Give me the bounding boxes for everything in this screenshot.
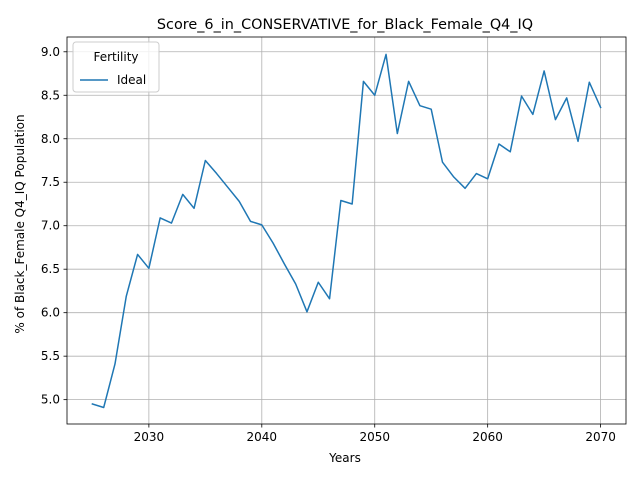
- legend-label-ideal: Ideal: [117, 73, 146, 87]
- y-tick-label: 5.0: [41, 393, 60, 407]
- x-tick-label: 2050: [359, 430, 390, 444]
- x-tick-label: 2070: [585, 430, 616, 444]
- y-tick-label: 9.0: [41, 45, 60, 59]
- y-tick-label: 7.0: [41, 219, 60, 233]
- plot-series: [91, 53, 602, 409]
- y-tick-label: 7.5: [41, 175, 60, 189]
- y-tick-label: 8.5: [41, 88, 60, 102]
- x-tick-label: 2040: [247, 430, 278, 444]
- y-tick-label: 5.5: [41, 349, 60, 363]
- x-axis-ticks: 2030 2040 2050 2060 2070: [134, 424, 616, 444]
- x-axis-label: Years: [328, 451, 361, 465]
- grid-lines: [67, 37, 626, 424]
- y-tick-label: 6.5: [41, 262, 60, 276]
- legend-title: Fertility: [93, 50, 138, 64]
- x-tick-label: 2060: [472, 430, 503, 444]
- legend: Fertility Ideal: [72, 41, 160, 93]
- chart-title: Score_6_in_CONSERVATIVE_for_Black_Female…: [157, 17, 533, 33]
- series-line-ideal: [91, 53, 602, 409]
- axes-frame: [66, 36, 627, 425]
- y-axis-ticks: 5.0 5.5 6.0 6.5 7.0 7.5 8.0 8.5 9.0: [41, 45, 67, 407]
- y-tick-label: 8.0: [41, 132, 60, 146]
- y-tick-label: 6.0: [41, 306, 60, 320]
- y-axis-label: % of Black_Female Q4_IQ Population: [13, 114, 27, 333]
- x-tick-label: 2030: [134, 430, 165, 444]
